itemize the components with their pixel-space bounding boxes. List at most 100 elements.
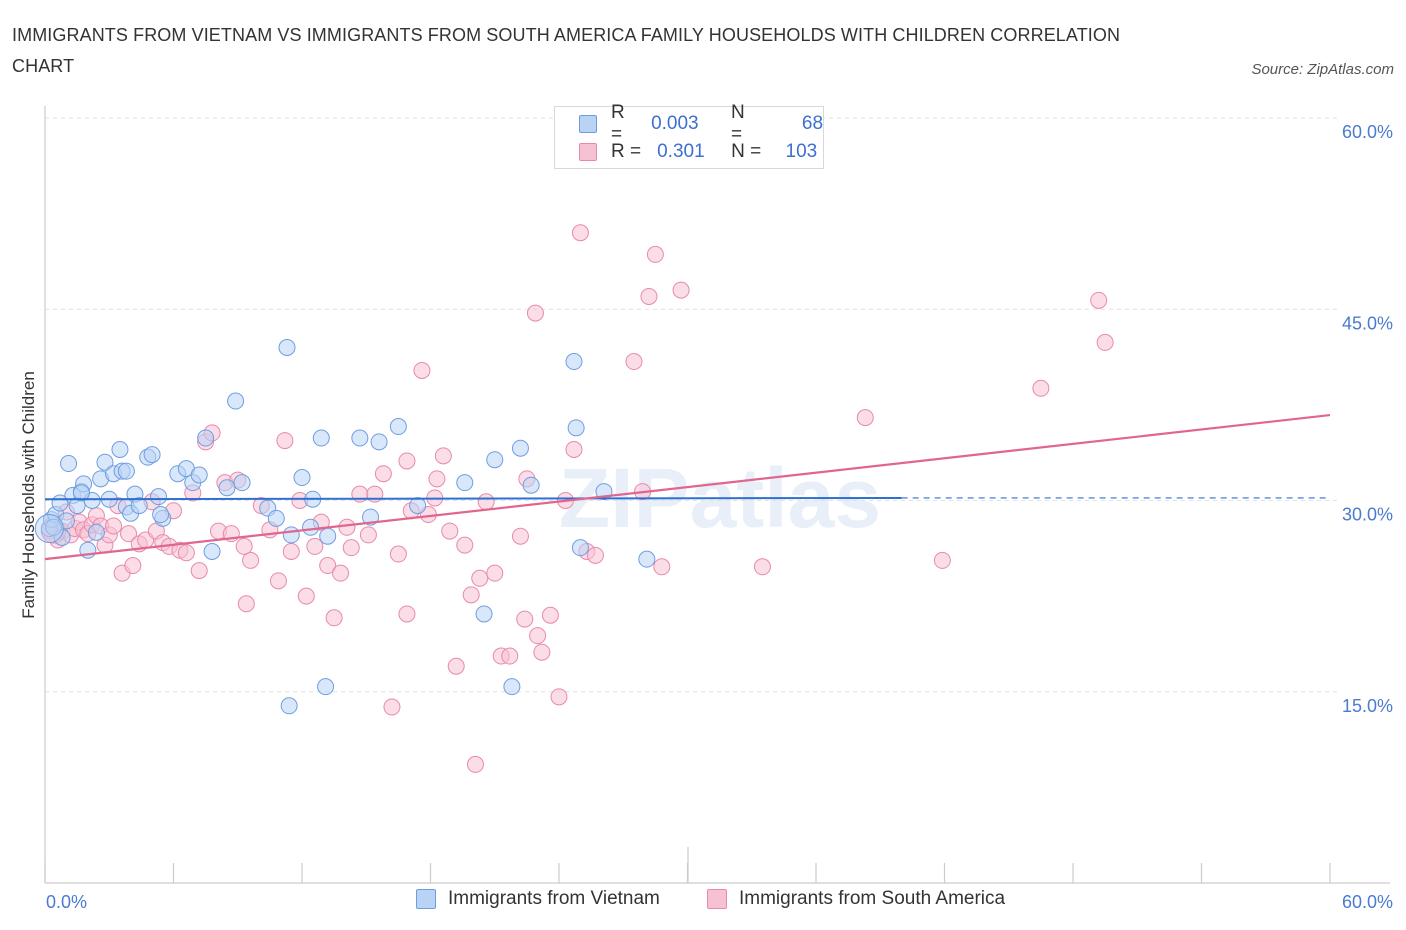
point-south-america	[640, 288, 658, 305]
chart-title: IMMIGRANTS FROM VIETNAM VS IMMIGRANTS FR…	[12, 25, 1121, 76]
point-vietnam	[503, 678, 521, 696]
point-vietnam	[317, 678, 335, 696]
point-south-america	[541, 606, 559, 624]
point-vietnam	[72, 484, 90, 502]
point-vietnam	[475, 605, 493, 623]
point-south-america	[276, 432, 294, 450]
point-south-america	[466, 755, 484, 773]
point-south-america	[477, 493, 495, 511]
point-vietnam	[233, 474, 251, 492]
trend-lines	[44, 413, 1331, 561]
point-vietnam	[370, 433, 388, 451]
y-tick-label: 45.0%	[1342, 313, 1393, 333]
point-vietnam	[130, 497, 148, 515]
x-tick-label: 60.0%	[1342, 892, 1393, 912]
point-vietnam	[34, 514, 64, 544]
point-vietnam	[362, 508, 380, 526]
point-south-america	[456, 536, 474, 554]
point-vietnam	[567, 419, 585, 437]
point-vietnam	[389, 418, 407, 436]
r-label: R =	[611, 141, 642, 162]
point-vietnam	[150, 488, 168, 506]
tick-labels: 15.0% 30.0% 45.0% 60.0% 0.0% 60.0%	[46, 122, 1393, 912]
series-vietnam-points	[34, 339, 656, 715]
trend-line-vietnam	[44, 496, 902, 501]
point-south-america	[413, 361, 431, 379]
legend-row-vietnam: R = 0.003 N = 68	[579, 102, 823, 145]
point-vietnam	[278, 339, 296, 356]
vietnam-swatch	[579, 115, 597, 133]
point-south-america	[359, 526, 377, 544]
point-vietnam	[96, 453, 114, 471]
point-south-america	[120, 525, 138, 543]
point-south-america	[486, 564, 504, 582]
south-america-legend-swatch	[707, 889, 727, 909]
legend-item-south-america[interactable]: Immigrants from South America	[707, 888, 1005, 910]
point-south-america	[511, 527, 529, 545]
series-legend: Immigrants from Vietnam Immigrants from …	[0, 888, 1406, 916]
point-vietnam	[227, 392, 245, 410]
point-vietnam	[197, 429, 215, 447]
point-vietnam	[409, 497, 427, 515]
point-vietnam	[312, 429, 330, 447]
point-vietnam	[351, 429, 369, 447]
point-south-america	[235, 537, 253, 555]
point-south-america	[1090, 291, 1108, 309]
point-south-america	[625, 353, 643, 371]
point-south-america	[856, 409, 874, 427]
point-vietnam	[143, 446, 161, 464]
point-vietnam	[638, 550, 656, 568]
point-south-america	[447, 657, 465, 675]
point-south-america	[332, 564, 350, 582]
south-america-n-value: 103	[785, 141, 818, 162]
south-america-swatch	[579, 143, 597, 161]
point-south-america	[516, 610, 534, 628]
point-south-america	[282, 543, 300, 560]
point-vietnam	[190, 466, 208, 484]
south-america-r-value: 0.301	[657, 141, 705, 162]
point-south-america	[1032, 379, 1050, 397]
point-south-america	[398, 605, 416, 623]
point-south-america	[398, 452, 416, 470]
point-south-america	[501, 647, 519, 665]
point-south-america	[462, 586, 480, 604]
correlation-legend: R = 0.003 N = 68 R = 0.301 N = 103	[554, 102, 824, 169]
y-tick-label: 15.0%	[1342, 696, 1393, 716]
point-vietnam	[486, 451, 504, 469]
legend-row-south-america: R = 0.301 N = 103	[579, 139, 817, 165]
n-label: N =	[731, 141, 762, 162]
point-south-america	[319, 557, 337, 575]
point-south-america	[297, 587, 315, 605]
point-south-america	[471, 569, 489, 587]
south-america-legend-label: Immigrants from South America	[739, 888, 1006, 909]
point-south-america	[434, 447, 452, 465]
point-south-america	[526, 304, 544, 322]
point-south-america	[571, 224, 589, 242]
point-south-america	[237, 595, 255, 613]
point-south-america	[124, 557, 142, 575]
point-south-america	[586, 546, 604, 564]
point-south-america	[342, 539, 360, 557]
trend-line-south-america	[44, 413, 1331, 561]
point-south-america	[441, 522, 459, 540]
vietnam-r-value: 0.003	[651, 113, 699, 134]
point-south-america	[428, 470, 446, 488]
n-label: N =	[730, 102, 745, 145]
point-vietnam	[45, 518, 63, 536]
point-south-america	[374, 465, 392, 483]
vietnam-legend-label: Immigrants from Vietnam	[448, 888, 660, 909]
point-vietnam	[280, 697, 298, 715]
point-south-america	[389, 545, 407, 563]
point-south-america	[383, 698, 401, 716]
point-south-america	[565, 441, 583, 458]
axes	[44, 106, 1390, 884]
point-south-america	[269, 572, 287, 590]
point-vietnam	[302, 518, 320, 536]
legend-item-vietnam[interactable]: Immigrants from Vietnam	[416, 888, 660, 910]
r-label: R =	[610, 102, 625, 145]
point-vietnam	[218, 479, 236, 497]
point-south-america	[177, 544, 195, 562]
point-vietnam	[319, 527, 337, 545]
point-south-america	[653, 558, 671, 576]
